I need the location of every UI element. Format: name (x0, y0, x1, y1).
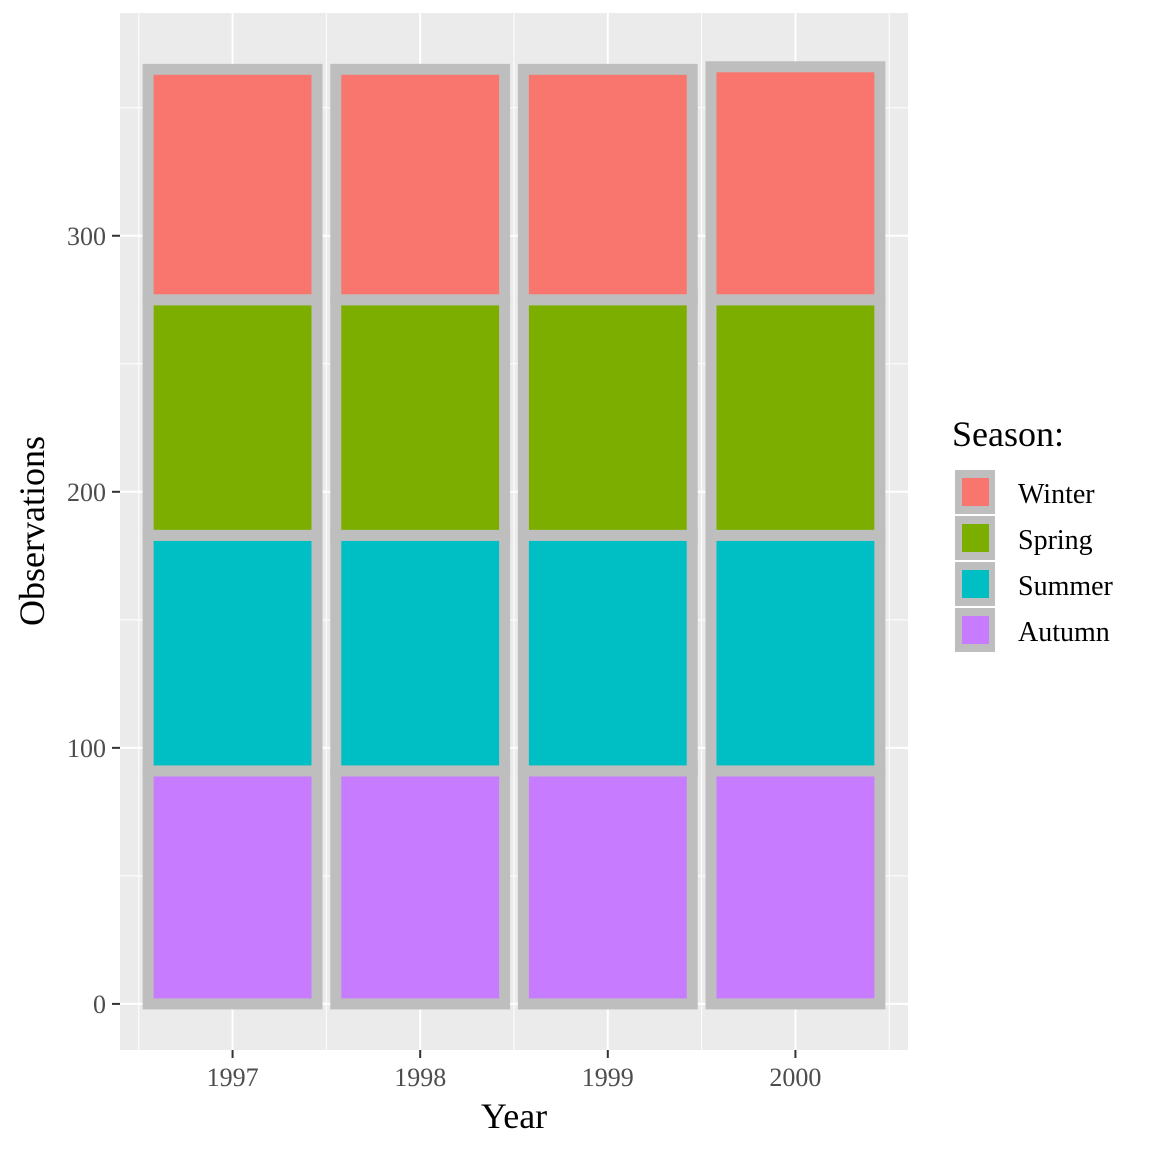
legend-label-summer: Summer (1018, 571, 1114, 602)
y-tick-label: 300 (67, 222, 106, 251)
bar-autumn-1998 (330, 765, 511, 1010)
legend-label-spring: Spring (1018, 525, 1093, 556)
bar-autumn-1999 (517, 765, 698, 1010)
x-tick-label: 1997 (207, 1063, 259, 1092)
x-tick-label: 2000 (769, 1063, 821, 1092)
legend-swatch-winter (962, 478, 989, 506)
x-tick-label: 1998 (394, 1063, 446, 1092)
x-axis-title: Year (481, 1096, 547, 1136)
bar-winter-1997 (142, 63, 323, 306)
bar-spring-2000 (705, 294, 886, 541)
legend-title: Season: (952, 414, 1064, 454)
legend-label-winter: Winter (1018, 479, 1095, 510)
legend: Season: Winter Spring Summer Autumn (952, 414, 1114, 652)
y-tick-label: 100 (67, 734, 106, 763)
bar-autumn-2000 (705, 765, 886, 1010)
bar-winter-2000 (705, 61, 886, 306)
bar-summer-1997 (142, 529, 323, 777)
y-axis: 0 100 200 300 (67, 222, 120, 1019)
bar-autumn-1997 (142, 765, 323, 1010)
legend-swatch-autumn (962, 616, 989, 644)
legend-swatch-spring (962, 524, 989, 552)
legend-swatch-summer (962, 570, 989, 598)
bars (142, 61, 886, 1010)
bar-spring-1998 (330, 294, 511, 541)
bar-winter-1999 (517, 63, 698, 306)
x-tick-label: 1999 (582, 1063, 634, 1092)
bar-summer-1998 (330, 529, 511, 777)
bar-summer-1999 (517, 529, 698, 777)
legend-label-autumn: Autumn (1018, 617, 1110, 648)
y-axis-title: Observations (12, 436, 52, 626)
y-tick-label: 0 (93, 990, 106, 1019)
bar-summer-2000 (705, 529, 886, 777)
bar-spring-1999 (517, 294, 698, 541)
bar-spring-1997 (142, 294, 323, 541)
x-axis: 1997 1998 1999 2000 (207, 1050, 821, 1092)
bar-winter-1998 (330, 63, 511, 306)
y-tick-label: 200 (67, 478, 106, 507)
